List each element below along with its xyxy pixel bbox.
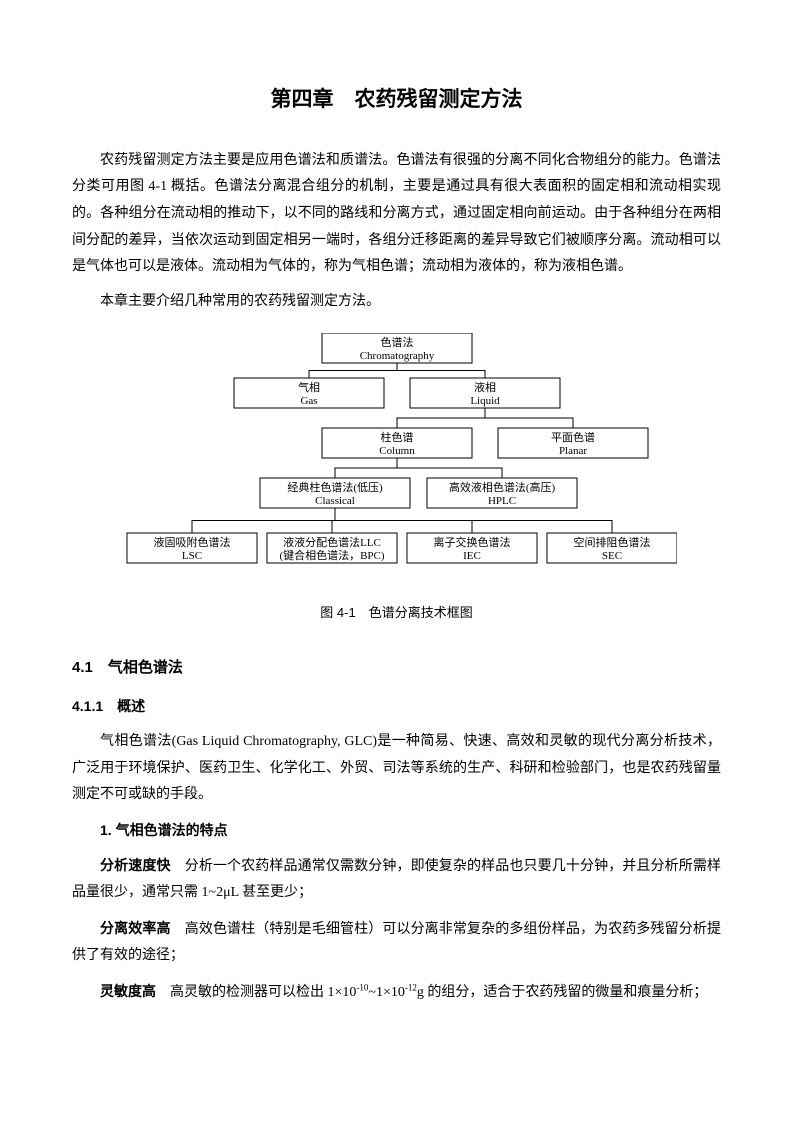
- svg-text:空间排阻色谱法: 空间排阻色谱法: [573, 535, 650, 549]
- svg-text:平面色谱: 平面色谱: [551, 430, 595, 444]
- svg-text:Chromatography: Chromatography: [359, 350, 434, 362]
- svg-text:气相: 气相: [298, 380, 320, 394]
- svg-text:色谱法: 色谱法: [380, 335, 413, 349]
- intro-paragraph-1: 农药残留测定方法主要是应用色谱法和质谱法。色谱法有很强的分离不同化合物组分的能力…: [72, 148, 721, 281]
- feature-sensitivity-mid: ~1×10: [368, 985, 404, 1000]
- section-4-1-heading: 4.1 气相色谱法: [72, 654, 721, 683]
- svg-text:柱色谱: 柱色谱: [380, 430, 413, 444]
- svg-text:液相: 液相: [474, 380, 496, 394]
- point-1-heading: 1. 气相色谱法的特点: [72, 817, 721, 844]
- svg-text:SEC: SEC: [601, 550, 621, 562]
- feature-efficiency: 分离效率高 高效色谱柱（特别是毛细管柱）可以分离非常复杂的多组份样品，为农药多残…: [72, 915, 721, 970]
- chromatography-tree-diagram: 色谱法Chromatography 气相Gas 液相Liquid 柱色谱Column 平…: [72, 333, 721, 593]
- section-4-1-1-heading: 4.1.1 概述: [72, 693, 721, 720]
- feature-sensitivity-pre: 高灵敏的检测器可以检出 1×10: [156, 985, 356, 1000]
- svg-text:Liquid: Liquid: [470, 395, 500, 407]
- feature-speed-lead: 分析速度快: [100, 857, 171, 873]
- svg-text:液固吸附色谱法: 液固吸附色谱法: [153, 535, 230, 549]
- intro-paragraph-2: 本章主要介绍几种常用的农药残留测定方法。: [72, 289, 721, 316]
- feature-sensitivity-lead: 灵敏度高: [100, 983, 156, 999]
- overview-paragraph: 气相色谱法(Gas Liquid Chromatography, GLC)是一种…: [72, 729, 721, 809]
- svg-text:HPLC: HPLC: [487, 495, 515, 507]
- feature-sensitivity: 灵敏度高 高灵敏的检测器可以检出 1×10-10~1×10-12g 的组分，适合…: [72, 978, 721, 1007]
- svg-text:Classical: Classical: [315, 495, 355, 507]
- svg-text:离子交换色谱法: 离子交换色谱法: [433, 535, 510, 549]
- feature-sensitivity-post: g 的组分，适合于农药残留的微量和痕量分析；: [417, 985, 708, 1000]
- svg-text:Column: Column: [379, 445, 415, 457]
- svg-text:高效液相色谱法(高压): 高效液相色谱法(高压): [448, 480, 555, 494]
- exp-1: -10: [356, 982, 368, 992]
- feature-speed: 分析速度快 分析一个农药样品通常仅需数分钟，即使复杂的样品也只要几十分钟，并且分…: [72, 852, 721, 907]
- svg-text:液液分配色谱法LLC: 液液分配色谱法LLC: [283, 535, 381, 549]
- feature-efficiency-lead: 分离效率高: [100, 920, 171, 936]
- svg-text:LSC: LSC: [181, 550, 201, 562]
- tree-svg: 色谱法Chromatography 气相Gas 液相Liquid 柱色谱Column 平…: [117, 333, 677, 593]
- exp-2: -12: [405, 982, 417, 992]
- svg-text:Gas: Gas: [300, 395, 317, 407]
- svg-text:经典柱色谱法(低压): 经典柱色谱法(低压): [287, 480, 383, 494]
- chapter-title: 第四章 农药残留测定方法: [72, 80, 721, 120]
- svg-text:(键合相色谱法，BPC): (键合相色谱法，BPC): [279, 548, 384, 562]
- svg-text:IEC: IEC: [463, 550, 481, 562]
- svg-text:Planar: Planar: [558, 445, 586, 457]
- figure-caption: 图 4-1 色谱分离技术框图: [72, 601, 721, 626]
